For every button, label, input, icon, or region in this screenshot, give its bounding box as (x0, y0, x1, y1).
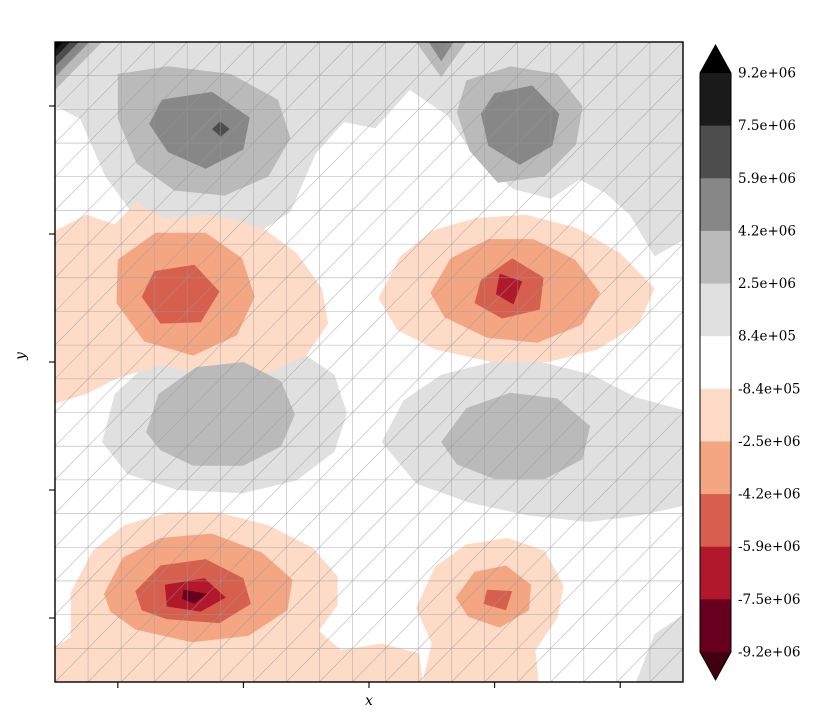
colorbar-band (700, 336, 731, 390)
colorbar-band (700, 494, 731, 548)
colorbar-label: 8.4e+05 (738, 329, 796, 345)
colorbar-band (700, 546, 731, 600)
colorbar-label: 5.9e+06 (738, 171, 796, 187)
colorbar-label: 9.2e+06 (738, 66, 796, 82)
y-axis-label: y (13, 352, 29, 360)
colorbar-label: -9.2e+06 (738, 645, 801, 661)
contour-region-corner-over (55, 42, 64, 51)
colorbar-outline (699, 43, 732, 682)
x-axis-label: x (365, 693, 373, 709)
colorbar-label: 7.5e+06 (738, 118, 796, 134)
contour-region-top-left-dot (212, 121, 230, 137)
colorbar-label: -7.5e+06 (738, 592, 801, 608)
colorbar-band (700, 230, 731, 285)
contour-region-bottom-left-darkest (181, 589, 207, 604)
colorbar-band (700, 441, 731, 495)
triangular-mesh-overlay (55, 42, 683, 682)
colorbar-under-arrow (700, 652, 731, 680)
colorbar-band (700, 388, 731, 442)
contour-region-bottom-right-red (483, 589, 513, 611)
colorbar-band (700, 178, 731, 232)
colorbar: 9.2e+06 7.5e+06 5.9e+06 4.2e+06 2.5e+06 8.4e+… (699, 43, 801, 682)
contour-region-mid-right-gray2 (441, 392, 591, 480)
colorbar-label: -8.4e+05 (738, 381, 801, 397)
colorbar-label: 4.2e+06 (738, 223, 796, 239)
colorbar-label: -2.5e+06 (738, 434, 801, 450)
contour-region-right-mid-darkred (495, 273, 523, 305)
contour-region-top-right-gray3 (480, 85, 560, 165)
colorbar-band (700, 283, 731, 337)
colorbar-over-arrow (700, 45, 731, 73)
colorbar-label: 2.5e+06 (738, 276, 796, 292)
colorbar-band (700, 125, 731, 179)
colorbar-label: -4.2e+06 (738, 487, 801, 503)
colorbar-label: -5.9e+06 (738, 539, 801, 555)
colorbar-band (700, 73, 731, 127)
axis-ticks (49, 105, 621, 688)
contour-region-left-mid-red (141, 264, 220, 324)
contour-region-top-edge-smudge3 (428, 42, 454, 62)
colorbar-band (700, 599, 731, 653)
